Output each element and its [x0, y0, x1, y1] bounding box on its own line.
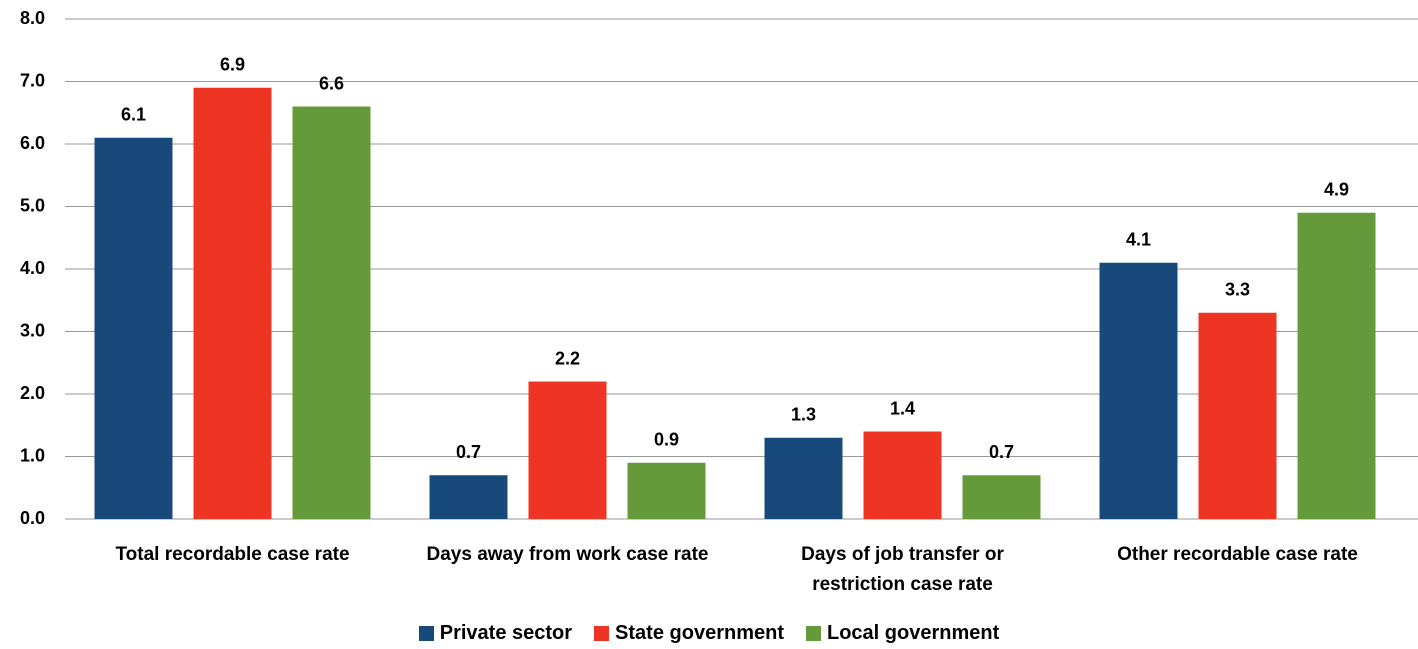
bar [429, 475, 508, 519]
bar [962, 475, 1041, 519]
y-tick-label: 0.0 [20, 508, 45, 528]
legend: Private sector State government Local gove… [0, 622, 1418, 645]
data-label: 1.3 [791, 405, 816, 425]
data-label: 2.2 [555, 348, 580, 368]
x-tick-label: Other recordable case rate [1117, 544, 1358, 565]
y-tick-label: 8.0 [20, 8, 45, 28]
y-tick-label: 5.0 [20, 195, 45, 215]
data-label: 4.9 [1324, 180, 1349, 200]
bar [764, 437, 843, 519]
y-tick-label: 1.0 [20, 445, 45, 465]
data-label: 0.7 [456, 442, 481, 462]
bar [627, 462, 706, 519]
bar [292, 106, 371, 519]
y-tick-label: 4.0 [20, 258, 45, 278]
data-label: 6.9 [220, 55, 245, 75]
data-label: 1.4 [890, 398, 915, 418]
x-tick-label: Days of job transfer or restriction case… [801, 544, 1004, 595]
bar [1099, 262, 1178, 519]
legend-swatch [805, 626, 821, 641]
bar [863, 431, 942, 519]
bar [1297, 212, 1376, 519]
y-tick-label: 3.0 [20, 320, 45, 340]
data-label: 6.1 [121, 105, 146, 125]
data-label: 0.9 [654, 430, 679, 450]
legend-swatch [594, 626, 610, 641]
data-label: 3.3 [1225, 280, 1250, 300]
bar [94, 137, 173, 519]
data-label: 4.1 [1126, 230, 1151, 250]
legend-swatch [418, 626, 434, 641]
x-tick-label: Days away from work case rate [426, 544, 709, 565]
y-tick-label: 2.0 [20, 383, 45, 403]
x-tick-label: Total recordable case rate [115, 544, 350, 565]
data-label: 0.7 [989, 442, 1014, 462]
legend-item: Local government [805, 622, 1000, 645]
legend-item: Private sector [418, 622, 573, 645]
bar [193, 87, 272, 519]
legend-item: State government [594, 622, 784, 645]
legend-label: State government [615, 622, 784, 644]
legend-label: Local government [826, 622, 1000, 644]
y-tick-label: 6.0 [20, 133, 45, 153]
data-label: 6.6 [319, 73, 344, 93]
legend-label: Private sector [439, 622, 573, 644]
bar [1198, 312, 1277, 519]
y-tick-label: 7.0 [20, 70, 45, 90]
bar [528, 381, 607, 519]
